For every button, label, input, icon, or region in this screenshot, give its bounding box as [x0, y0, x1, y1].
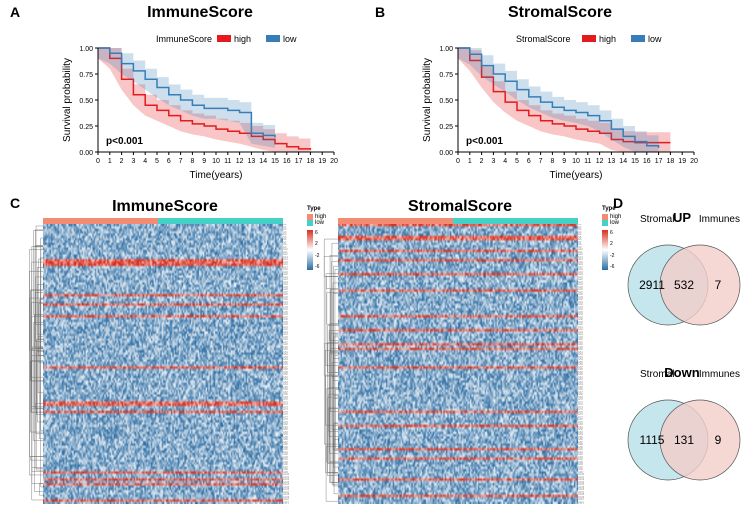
svg-text:0.25: 0.25	[79, 124, 93, 131]
svg-text:13: 13	[248, 158, 256, 165]
svg-text:8: 8	[550, 158, 554, 165]
svg-text:2: 2	[480, 158, 484, 165]
svg-text:0: 0	[96, 158, 100, 165]
heatmap-immunescore: ImmuneScoreG0G1G2G3G4G5G6G7G8G9G10G11G12…	[25, 198, 305, 504]
svg-text:Survival probability: Survival probability	[422, 58, 433, 142]
svg-text:0.25: 0.25	[439, 124, 453, 131]
svg-text:19: 19	[318, 158, 326, 165]
svg-text:3: 3	[131, 158, 135, 165]
svg-text:10: 10	[572, 158, 580, 165]
svg-text:Stromal: Stromal	[640, 214, 674, 225]
svg-text:14: 14	[619, 158, 627, 165]
svg-text:Immunes: Immunes	[699, 369, 740, 380]
panel-a-title: ImmuneScore	[60, 4, 340, 22]
svg-text:8: 8	[190, 158, 194, 165]
svg-text:Down: Down	[664, 365, 699, 380]
svg-text:low: low	[648, 34, 662, 44]
svg-text:high: high	[234, 34, 251, 44]
svg-text:UP: UP	[673, 210, 691, 225]
svg-text:6: 6	[527, 158, 531, 165]
svg-text:1: 1	[108, 158, 112, 165]
panel-c-label: C	[10, 195, 20, 211]
svg-text:532: 532	[674, 278, 694, 292]
svg-text:5: 5	[155, 158, 159, 165]
venn-down: StromalDownImmunes11151319	[618, 365, 746, 505]
svg-text:StromalScore: StromalScore	[516, 34, 571, 44]
svg-text:2: 2	[120, 158, 124, 165]
svg-text:9: 9	[202, 158, 206, 165]
svg-text:10: 10	[212, 158, 220, 165]
panel-b-title: StromalScore	[420, 4, 700, 22]
svg-text:3: 3	[491, 158, 495, 165]
svg-text:18: 18	[307, 158, 315, 165]
svg-text:Time(years): Time(years)	[550, 170, 603, 180]
svg-text:7: 7	[179, 158, 183, 165]
svg-text:18: 18	[667, 158, 675, 165]
svg-text:12: 12	[596, 158, 604, 165]
svg-text:0.50: 0.50	[439, 98, 453, 105]
svg-text:11: 11	[224, 158, 231, 165]
km-plot-stromalscore: 012345678910111213141516171819200.000.25…	[420, 30, 700, 180]
svg-text:4: 4	[143, 158, 147, 165]
panel-b-label: B	[375, 4, 385, 20]
svg-text:20: 20	[330, 158, 338, 165]
svg-text:131: 131	[674, 433, 694, 447]
svg-text:6: 6	[167, 158, 171, 165]
svg-text:7: 7	[715, 278, 722, 292]
svg-text:1115: 1115	[640, 433, 665, 447]
svg-text:20: 20	[690, 158, 698, 165]
svg-text:7: 7	[539, 158, 543, 165]
svg-text:p<0.001: p<0.001	[106, 136, 143, 147]
svg-text:Time(years): Time(years)	[190, 170, 243, 180]
panel-a-label: A	[10, 4, 20, 20]
svg-text:0: 0	[456, 158, 460, 165]
venn-up: StromalUP Immunes 2911 532 7	[618, 210, 746, 350]
svg-text:14: 14	[259, 158, 267, 165]
svg-text:5: 5	[515, 158, 519, 165]
svg-text:15: 15	[271, 158, 279, 165]
svg-text:1.00: 1.00	[439, 46, 453, 53]
svg-text:Immunes: Immunes	[699, 214, 740, 225]
svg-text:17: 17	[295, 158, 303, 165]
svg-text:Survival probability: Survival probability	[62, 58, 73, 142]
svg-text:1.00: 1.00	[79, 46, 93, 53]
svg-text:16: 16	[283, 158, 291, 165]
svg-text:16: 16	[643, 158, 651, 165]
svg-text:0.00: 0.00	[79, 150, 93, 157]
svg-text:12: 12	[236, 158, 244, 165]
svg-text:9: 9	[562, 158, 566, 165]
svg-text:0.00: 0.00	[439, 150, 453, 157]
svg-text:0.75: 0.75	[79, 72, 93, 79]
svg-text:p<0.001: p<0.001	[466, 136, 503, 147]
heatmap-stromalscore: StromalScoreG0G1G2G3G4G5G6G7G8G9G10G11G1…	[320, 198, 600, 504]
svg-text:high: high	[599, 34, 616, 44]
svg-text:low: low	[283, 34, 297, 44]
svg-text:2911: 2911	[639, 278, 665, 292]
svg-text:4: 4	[503, 158, 507, 165]
svg-text:ImmuneScore: ImmuneScore	[156, 34, 212, 44]
panel-d-label: D	[613, 195, 623, 211]
svg-text:0.75: 0.75	[439, 72, 453, 79]
svg-text:0.50: 0.50	[79, 98, 93, 105]
svg-text:15: 15	[631, 158, 639, 165]
svg-text:9: 9	[715, 433, 722, 447]
svg-text:19: 19	[678, 158, 686, 165]
svg-text:11: 11	[584, 158, 591, 165]
svg-text:17: 17	[655, 158, 663, 165]
km-plot-immunescore: 012345678910111213141516171819200.000.25…	[60, 30, 340, 180]
svg-text:1: 1	[468, 158, 472, 165]
svg-text:13: 13	[608, 158, 616, 165]
